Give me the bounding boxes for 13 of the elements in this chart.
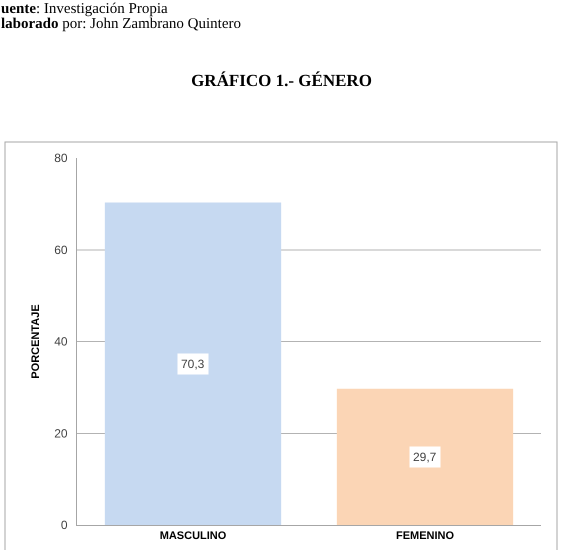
y-tick-label: 60 — [54, 242, 68, 257]
y-tick-label: 20 — [54, 426, 68, 440]
text: uente: Investigación Propia — [1, 1, 168, 17]
y-tick-label: 40 — [54, 334, 68, 349]
data-label: 70,3 — [181, 357, 205, 371]
y-tick-label: 80 — [54, 151, 68, 166]
y-tick-label: 0 — [60, 518, 68, 532]
data-label: 29,7 — [413, 450, 437, 464]
chart-title: GRÁFICO 1.- GÉNERO — [191, 70, 372, 90]
y-axis-title: PORCENTAJE — [30, 304, 42, 379]
x-tick-label: MASCULINO — [160, 530, 227, 542]
x-tick-label: FEMENINO — [396, 530, 454, 542]
text: laborado por: John Zambrano Quintero — [1, 16, 241, 32]
